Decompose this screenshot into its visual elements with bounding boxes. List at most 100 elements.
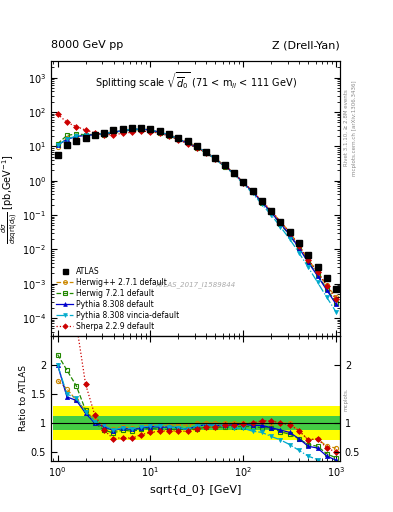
Pythia 8.308 default [204,149,209,155]
Herwig 7.2.1 default [204,150,209,156]
Pythia 8.308 default [315,273,320,279]
Pythia 8.308 vincia-default [130,126,134,133]
Herwig++ 2.7.1 default [92,131,97,137]
Herwig 7.2.1 default [74,131,79,137]
Pythia 8.308 vincia-default [278,224,283,230]
Herwig++ 2.7.1 default [64,135,69,141]
Pythia 8.308 vincia-default [334,309,338,315]
Sherpa 2.2.9 default [213,156,218,162]
Herwig++ 2.7.1 default [111,129,116,135]
Herwig++ 2.7.1 default [222,162,227,168]
Pythia 8.308 default [222,163,227,169]
Herwig 7.2.1 default [250,189,255,195]
Herwig++ 2.7.1 default [102,131,107,137]
Herwig 7.2.1 default [315,272,320,278]
Line: Herwig++ 2.7.1 default: Herwig++ 2.7.1 default [55,126,338,300]
Pythia 8.308 vincia-default [259,201,264,207]
Text: Rivet 3.1.10, ≥ 2.8M events: Rivet 3.1.10, ≥ 2.8M events [344,90,349,166]
Legend: ATLAS, Herwig++ 2.7.1 default, Herwig 7.2.1 default, Pythia 8.308 default, Pythi: ATLAS, Herwig++ 2.7.1 default, Herwig 7.… [55,266,181,332]
ATLAS [250,188,255,194]
Sherpa 2.2.9 default [250,188,255,194]
Pythia 8.308 default [306,259,310,265]
Herwig 7.2.1 default [278,221,283,227]
Pythia 8.308 default [241,180,246,186]
ATLAS [278,219,283,225]
ATLAS [259,198,264,204]
Herwig 7.2.1 default [222,163,227,169]
Sherpa 2.2.9 default [92,130,97,136]
ATLAS [92,132,97,138]
Pythia 8.308 vincia-default [111,129,116,135]
Pythia 8.308 default [139,126,143,132]
Herwig++ 2.7.1 default [278,219,283,225]
Pythia 8.308 default [213,156,218,162]
Pythia 8.308 vincia-default [92,131,97,137]
Herwig++ 2.7.1 default [287,229,292,235]
Herwig 7.2.1 default [130,127,134,133]
Herwig 7.2.1 default [102,132,107,138]
ATLAS [287,229,292,235]
Sherpa 2.2.9 default [167,133,171,139]
Pythia 8.308 default [269,209,274,216]
Pythia 8.308 vincia-default [287,236,292,242]
Pythia 8.308 vincia-default [297,250,301,256]
Pythia 8.308 vincia-default [167,132,171,138]
Herwig 7.2.1 default [111,130,116,136]
Sherpa 2.2.9 default [259,198,264,204]
ATLAS [213,155,218,161]
Pythia 8.308 vincia-default [204,149,209,155]
Pythia 8.308 default [176,136,181,142]
Pythia 8.308 default [195,144,199,151]
ATLAS [111,127,116,133]
Herwig++ 2.7.1 default [241,179,246,185]
ATLAS [64,142,69,148]
ATLAS [158,128,162,134]
Herwig++ 2.7.1 default [325,282,329,288]
Y-axis label: $\frac{d\sigma}{d\mathrm{sqrt}(d_0)}$ [pb,GeV$^{-1}$]: $\frac{d\sigma}{d\mathrm{sqrt}(d_0)}$ [p… [0,154,19,244]
Pythia 8.308 vincia-default [222,163,227,169]
Herwig 7.2.1 default [120,128,125,134]
Text: Z (Drell-Yan): Z (Drell-Yan) [272,40,340,51]
Sherpa 2.2.9 default [315,269,320,275]
Sherpa 2.2.9 default [241,180,246,186]
Herwig 7.2.1 default [325,286,329,292]
Pythia 8.308 default [334,302,338,308]
Pythia 8.308 default [231,170,236,176]
Herwig 7.2.1 default [213,156,218,162]
Pythia 8.308 vincia-default [269,212,274,218]
Herwig++ 2.7.1 default [231,170,236,176]
ATLAS [167,131,171,137]
Pythia 8.308 default [83,132,88,138]
Pythia 8.308 vincia-default [120,127,125,134]
ATLAS [120,126,125,132]
ATLAS [241,179,246,185]
Sherpa 2.2.9 default [195,145,199,151]
Pythia 8.308 default [259,199,264,205]
Pythia 8.308 vincia-default [213,156,218,162]
Herwig++ 2.7.1 default [250,188,255,194]
ATLAS [325,274,329,281]
Sherpa 2.2.9 default [64,119,69,125]
Pythia 8.308 default [325,287,329,293]
Sherpa 2.2.9 default [139,128,143,134]
Pythia 8.308 vincia-default [195,144,199,151]
Herwig++ 2.7.1 default [158,129,162,135]
Herwig++ 2.7.1 default [259,198,264,204]
Sherpa 2.2.9 default [185,141,190,147]
Sherpa 2.2.9 default [222,163,227,169]
Pythia 8.308 vincia-default [139,126,143,132]
Sherpa 2.2.9 default [204,150,209,156]
Text: Splitting scale $\sqrt{\overline{d}_0}$ (71 < m$_{ll}$ < 111 GeV): Splitting scale $\sqrt{\overline{d}_0}$ … [95,70,296,91]
Text: 8000 GeV pp: 8000 GeV pp [51,40,123,51]
Pythia 8.308 default [64,136,69,142]
Herwig 7.2.1 default [241,180,246,186]
ATLAS [334,286,338,292]
ATLAS [74,138,79,144]
Pythia 8.308 default [148,127,153,133]
Sherpa 2.2.9 default [269,207,274,214]
Sherpa 2.2.9 default [74,123,79,130]
Herwig++ 2.7.1 default [185,139,190,145]
Sherpa 2.2.9 default [83,127,88,133]
Pythia 8.308 default [287,231,292,238]
Herwig++ 2.7.1 default [315,269,320,275]
